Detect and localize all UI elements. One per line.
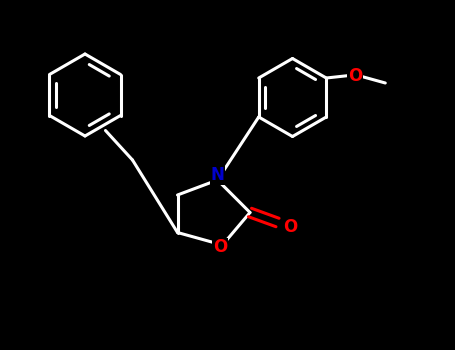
Text: O: O — [213, 238, 227, 257]
Text: O: O — [283, 217, 297, 236]
Text: N: N — [211, 166, 224, 184]
Text: O: O — [348, 66, 362, 84]
